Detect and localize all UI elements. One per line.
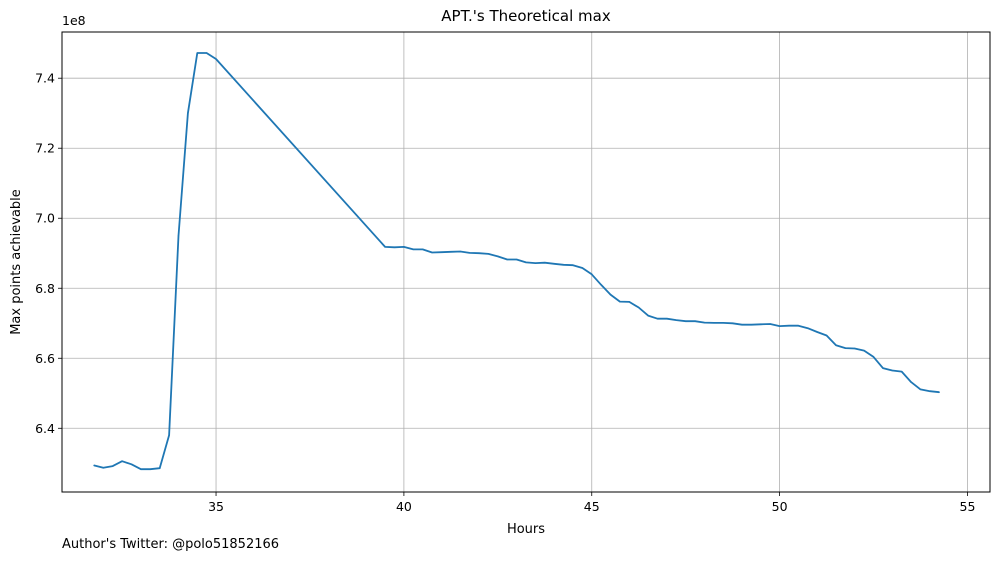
data-point — [910, 381, 912, 383]
data-point — [159, 467, 161, 469]
data-point — [525, 261, 527, 263]
data-point — [196, 52, 198, 54]
data-point — [750, 324, 753, 326]
data-point — [168, 434, 170, 436]
data-point — [816, 331, 818, 333]
y-tick-label: 7.4 — [35, 71, 55, 86]
data-point — [506, 258, 508, 261]
data-point — [497, 255, 499, 257]
data-point — [384, 246, 386, 248]
data-point — [779, 325, 781, 327]
y-tick-label: 7.0 — [35, 211, 55, 226]
data-point — [177, 235, 180, 237]
data-point — [572, 264, 574, 266]
data-point — [140, 468, 142, 470]
data-point — [459, 250, 461, 253]
data-point — [431, 251, 433, 254]
data-point — [685, 320, 687, 322]
data-point — [797, 325, 799, 327]
data-point — [760, 323, 762, 325]
x-tick-label: 40 — [396, 499, 412, 514]
data-point — [656, 318, 659, 320]
data-point — [619, 300, 621, 303]
data-point — [187, 112, 189, 114]
data-point — [544, 262, 546, 264]
data-point — [412, 248, 414, 250]
data-point — [478, 252, 480, 254]
data-point — [609, 293, 612, 296]
y-axis-offset-label: 1e8 — [62, 13, 86, 28]
data-point — [675, 319, 677, 321]
y-tick-label: 6.6 — [35, 351, 55, 366]
x-axis-label: Hours — [507, 522, 545, 537]
data-point — [694, 320, 696, 322]
data-point — [703, 321, 706, 324]
series-line — [93, 52, 940, 471]
data-point — [638, 306, 640, 309]
data-point — [919, 388, 922, 391]
y-tick-label: 7.2 — [35, 141, 55, 156]
chart-title: APT.'s Theoretical max — [441, 7, 611, 25]
data-point — [835, 344, 837, 346]
data-point — [863, 349, 865, 352]
data-point — [121, 460, 123, 462]
data-point — [591, 273, 593, 275]
data-point — [393, 246, 396, 248]
data-point — [562, 264, 565, 266]
data-point — [891, 369, 893, 372]
data-point — [581, 267, 583, 269]
x-tick-label: 35 — [208, 499, 224, 514]
data-point — [844, 347, 846, 349]
data-point — [788, 325, 790, 327]
y-axis-label: Max points achievable — [9, 189, 24, 335]
data-point — [112, 465, 114, 467]
x-tick-label: 55 — [960, 499, 976, 514]
data-point — [929, 390, 931, 392]
data-point — [647, 314, 649, 317]
data-point — [149, 468, 151, 470]
data-series — [93, 52, 940, 471]
data-point — [666, 318, 668, 320]
data-point — [825, 334, 828, 337]
y-tick-label: 6.8 — [35, 281, 55, 296]
data-point — [854, 347, 856, 350]
data-point — [422, 248, 424, 250]
data-point — [516, 258, 518, 261]
data-point — [741, 324, 743, 326]
data-point — [469, 252, 471, 254]
y-axis-ticks: 6.4 6.6 6.8 7.0 7.2 7.4 — [35, 71, 62, 436]
data-point — [769, 323, 771, 325]
data-point — [450, 251, 452, 253]
data-point — [901, 370, 903, 373]
data-point — [722, 322, 724, 324]
data-point — [487, 253, 490, 255]
data-point — [938, 391, 940, 393]
data-point — [872, 356, 875, 358]
data-point — [600, 284, 602, 286]
author-credit: Author's Twitter: @polo51852166 — [62, 537, 280, 552]
data-point — [206, 52, 208, 54]
data-point — [440, 251, 443, 253]
x-tick-label: 50 — [772, 499, 788, 514]
data-point — [628, 301, 630, 303]
data-point — [534, 262, 536, 264]
data-point — [713, 322, 715, 324]
x-tick-label: 45 — [584, 499, 600, 514]
data-point — [102, 467, 104, 469]
data-point — [553, 263, 555, 265]
data-point — [807, 327, 809, 329]
grid-lines — [62, 32, 990, 492]
x-axis-ticks: 35 40 45 50 55 — [208, 492, 975, 514]
data-point — [403, 246, 405, 248]
data-point — [130, 463, 133, 465]
plot-frame — [61, 31, 991, 493]
y-tick-label: 6.4 — [35, 421, 55, 436]
data-point — [732, 322, 734, 324]
data-point — [215, 58, 217, 60]
data-point — [93, 464, 95, 466]
data-point — [882, 367, 884, 369]
